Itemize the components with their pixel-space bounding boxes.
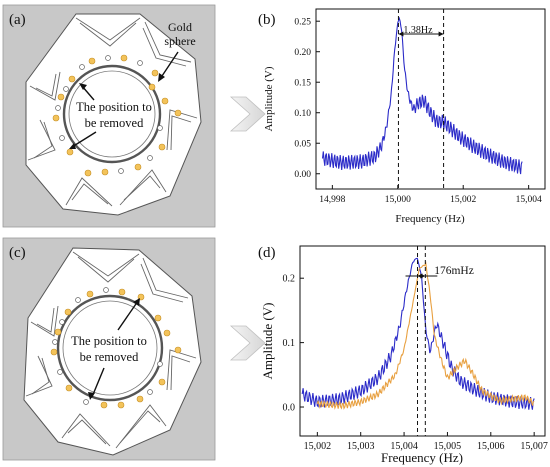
- chart-b-span-arrowhead-right: [438, 31, 444, 37]
- chart-b-ytick-label: 0.15: [294, 79, 311, 89]
- chart-b: (b) 14,998 15,000 15,002 15,004 0.00 0.05 0.10…: [258, 8, 546, 225]
- chevron-right-icon-bottom: [229, 325, 266, 361]
- gold-sphere-arrow: [159, 51, 179, 80]
- chart-d-span-arrowhead-right: [420, 273, 426, 279]
- chart-d-xtick-label: 15,005: [434, 441, 462, 452]
- chart-d-xtick-label: 15,002: [304, 441, 332, 452]
- gold-sphere-annotation-line2: sphere: [164, 34, 195, 48]
- chart-b-xtick-label: 15,002: [450, 195, 476, 205]
- chart-d-plot-area: [299, 245, 546, 437]
- chart-d-ytick-label: 0.2: [283, 274, 296, 285]
- chart-b-ytick-label: 0.10: [294, 109, 311, 119]
- remove-annotation-line2: be removed: [85, 116, 144, 130]
- chart-d-xtick-label: 15,003: [347, 441, 375, 452]
- gold-spheres-c: [50, 288, 182, 409]
- chart-d: (d) 15,002 15,003 15,004 15,005 15,006 15,007…: [258, 245, 548, 465]
- chart-d-ytick-label: 0.0: [283, 403, 296, 414]
- chart-b-ytick-label: 0.05: [294, 140, 311, 150]
- remove-arrow-c1: [117, 300, 139, 331]
- chart-b-span-label: 1.38Hz: [403, 25, 433, 36]
- chart-d-ylabel: Amplitude (V): [260, 303, 275, 380]
- remove-arrow-a2: [71, 131, 97, 148]
- panel-c: (c) The position to be removed: [2, 237, 216, 461]
- chart-d-series-line-0: [301, 257, 535, 410]
- chart-b-ytick-label: 0.25: [294, 18, 311, 28]
- gold-spheres-a: [52, 54, 182, 177]
- panel-b-label: (b): [258, 12, 276, 28]
- chart-b-xlabel: Frequency (Hz): [395, 213, 465, 225]
- chart-b-plot-area: [315, 8, 546, 190]
- chart-d-xtick-label: 15,004: [390, 441, 418, 452]
- panel-d-label: (d): [258, 245, 276, 261]
- panel-c-label: (c): [9, 245, 26, 261]
- chart-d-xlabel: Frequency (Hz): [381, 450, 463, 465]
- remove-annotation-c-line1: The position to: [71, 334, 147, 348]
- chart-b-xtick-label: 15,004: [516, 195, 542, 205]
- remove-arrow-c2: [91, 367, 105, 398]
- chart-d-span-label: 176mHz: [434, 265, 474, 277]
- gold-sphere-annotation-line1: Gold: [168, 20, 192, 34]
- chart-d-marks: 15,002 15,003 15,004 15,005 15,006 15,007 0.0 0…: [283, 246, 548, 452]
- chart-b-ylabel: Amplitude (V): [263, 66, 275, 131]
- chart-b-marks: 14,998 15,000 15,002 15,004 0.00 0.05 0.10 0.15…: [294, 9, 542, 205]
- remove-annotation-c-line2: be removed: [80, 350, 139, 364]
- chart-b-span-arrowhead-left: [398, 31, 404, 37]
- chevron-right-icon-top: [229, 96, 266, 132]
- remove-annotation-line1: The position to: [76, 100, 152, 114]
- chart-b-ytick-label: 0.20: [294, 48, 311, 58]
- panel-a: (a) Gold sphere The position to be remov…: [2, 4, 216, 228]
- chart-d-xtick-label: 15,007: [520, 441, 548, 452]
- chart-b-xtick-label: 14,998: [319, 195, 345, 205]
- chart-d-ytick-label: 0.1: [283, 338, 296, 349]
- chart-b-ytick-label: 0.00: [294, 170, 311, 180]
- chart-b-series-line-0: [321, 16, 523, 175]
- chart-b-xtick-label: 15,000: [385, 195, 411, 205]
- chart-d-xtick-label: 15,006: [477, 441, 505, 452]
- panel-a-label: (a): [9, 12, 26, 28]
